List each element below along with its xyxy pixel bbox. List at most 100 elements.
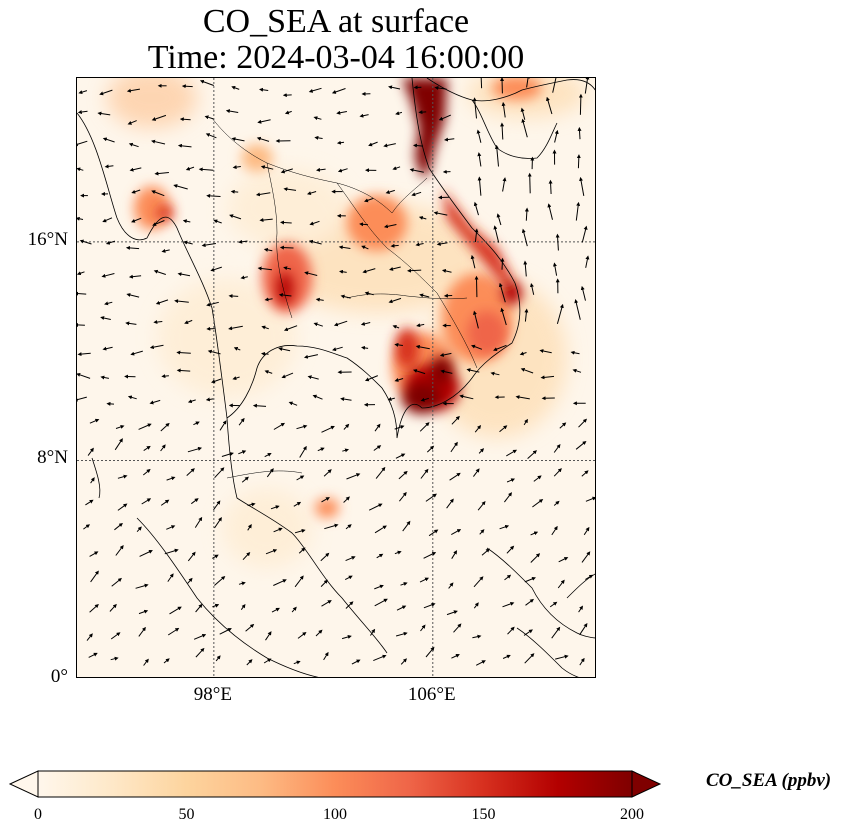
wind-arrow <box>151 114 167 121</box>
wind-arrow <box>283 266 292 271</box>
wind-arrow <box>257 266 272 271</box>
wind-arrow <box>131 189 141 194</box>
colorbar-tick-label: 0 <box>34 806 42 823</box>
wind-arrow <box>524 653 535 664</box>
wind-arrow <box>130 350 143 356</box>
wind-arrow <box>418 216 427 220</box>
wind-arrow <box>345 556 356 562</box>
wind-arrow <box>578 605 584 613</box>
wind-arrow <box>205 397 214 402</box>
wind-arrow <box>579 176 585 196</box>
wind-arrow <box>333 320 348 327</box>
wind-arrow <box>315 297 324 302</box>
wind-arrow <box>164 548 179 555</box>
wind-arrow <box>102 346 113 351</box>
wind-arrow <box>394 342 403 347</box>
wind-arrow <box>270 505 280 510</box>
wind-arrow <box>553 443 561 453</box>
wind-arrow <box>396 605 407 611</box>
wind-arrow <box>166 476 176 481</box>
wind-arrow <box>361 245 369 250</box>
wind-arrow <box>316 167 326 172</box>
wind-arrow <box>252 403 267 408</box>
wind-arrow <box>177 143 192 148</box>
wind-arrow <box>340 397 352 402</box>
wind-arrow <box>554 129 559 143</box>
wind-arrow <box>211 378 222 384</box>
wind-arrow <box>228 325 243 331</box>
wind-arrow <box>77 140 88 147</box>
wind-arrow <box>477 176 482 196</box>
wind-arrow <box>142 468 151 476</box>
colorbar-tick-label: 200 <box>620 806 644 823</box>
wind-arrow <box>232 376 240 380</box>
wind-arrow <box>153 269 166 275</box>
wind-arrow <box>195 647 205 658</box>
wind-arrow <box>260 165 274 170</box>
wind-arrow <box>184 319 193 325</box>
wind-arrow <box>257 119 271 124</box>
wind-arrow <box>575 440 587 450</box>
wind-arrow <box>77 271 85 276</box>
wind-arrow <box>320 579 328 587</box>
wind-arrow <box>420 468 429 479</box>
wind-arrow <box>154 171 169 176</box>
wind-arrow <box>575 201 581 221</box>
wind-arrow <box>530 553 541 563</box>
wind-arrow <box>296 475 305 481</box>
wind-arrow <box>179 117 191 122</box>
wind-arrow <box>163 658 170 664</box>
wind-arrow <box>256 136 270 142</box>
wind-arrow <box>245 623 255 632</box>
wind-arrow <box>423 602 436 609</box>
wind-arrow <box>182 219 191 224</box>
wind-arrow <box>496 213 502 226</box>
wind-arrow <box>439 352 452 357</box>
wind-arrow <box>85 499 94 506</box>
wind-arrow <box>399 491 407 502</box>
wind-arrow <box>473 201 479 216</box>
wind-arrow <box>411 191 422 197</box>
wind-arrow <box>438 114 451 121</box>
wind-arrow <box>143 658 149 666</box>
wind-arrow <box>278 293 292 298</box>
wind-arrow <box>101 273 115 278</box>
wind-arrow <box>309 220 320 226</box>
wind-arrow <box>304 271 318 276</box>
wind-arrow <box>425 646 435 658</box>
wind-arrow <box>308 239 322 245</box>
wind-arrow <box>264 370 273 374</box>
wind-arrow <box>346 473 361 480</box>
wind-arrow <box>475 660 486 666</box>
wind-arrow <box>374 423 381 432</box>
wind-arrow <box>219 420 227 431</box>
wind-arrow <box>523 418 528 426</box>
wind-arrow <box>97 111 111 116</box>
wind-arrow <box>585 255 590 268</box>
wind-arrow <box>152 220 165 226</box>
wind-arrow <box>246 659 253 666</box>
wind-arrow <box>546 96 553 115</box>
wind-arrow <box>444 137 455 142</box>
wind-arrow <box>502 654 511 659</box>
wind-arrow <box>529 282 535 295</box>
wind-arrow <box>231 137 245 142</box>
wind-arrow <box>449 472 461 481</box>
wind-arrow <box>360 321 371 326</box>
wind-arrow <box>127 120 137 125</box>
wind-arrow <box>187 446 203 453</box>
wind-arrow <box>433 211 448 216</box>
wind-arrow <box>472 634 482 639</box>
wind-arrow <box>523 260 528 277</box>
wind-arrow <box>298 547 306 554</box>
wind-arrow <box>143 445 151 452</box>
wind-arrow <box>523 629 533 636</box>
wind-arrow <box>207 349 221 355</box>
wind-arrow <box>557 579 565 589</box>
wind-arrow <box>151 190 165 197</box>
wind-arrow <box>125 245 140 250</box>
wind-arrow <box>190 498 199 505</box>
colorbar <box>8 770 662 798</box>
wind-arrow <box>151 139 166 145</box>
wind-arrow <box>186 468 195 476</box>
